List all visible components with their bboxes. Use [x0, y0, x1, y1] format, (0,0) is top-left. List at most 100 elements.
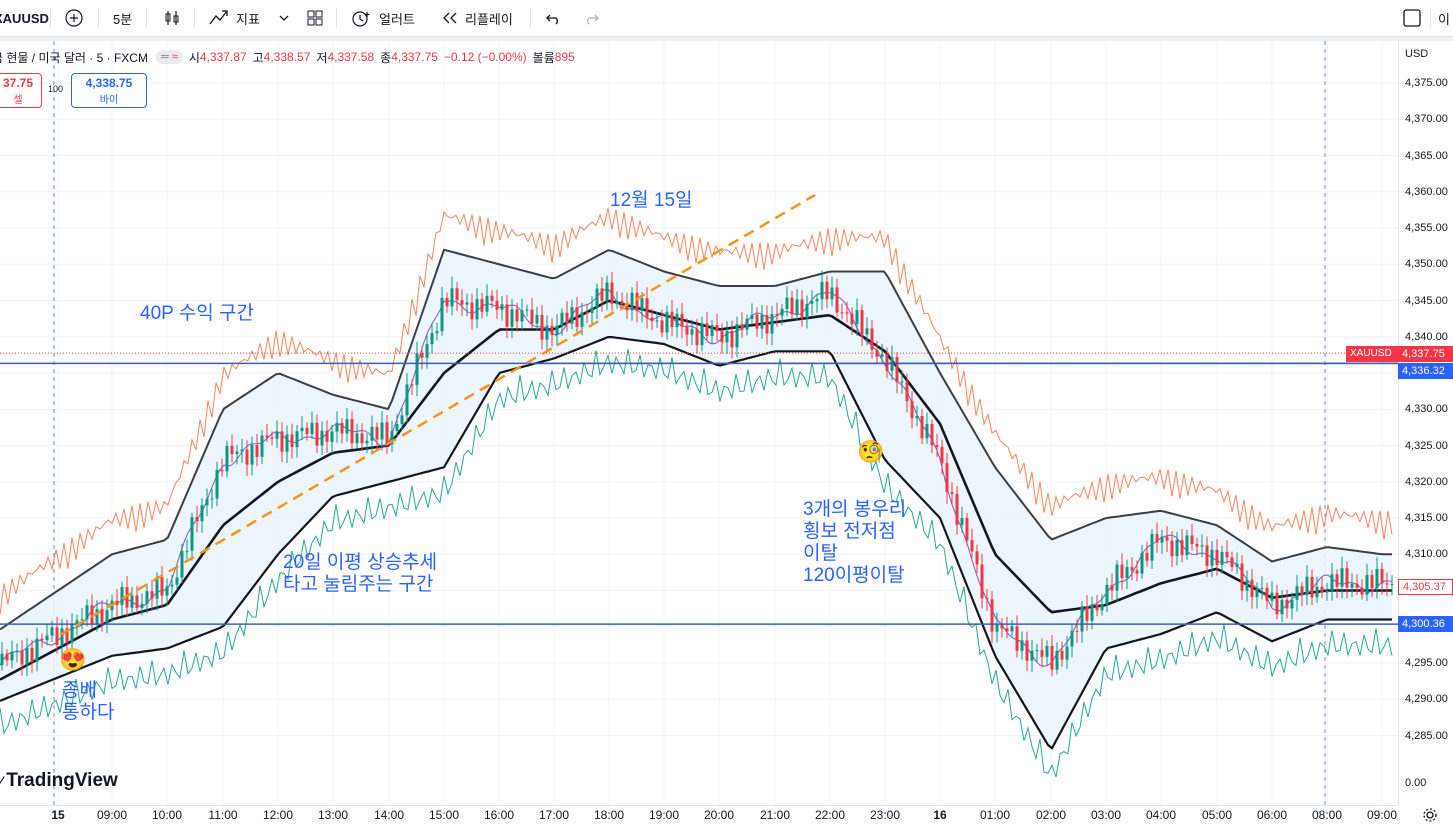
price-label: 4,310.00 [1405, 548, 1448, 561]
chart-type-button[interactable] [162, 0, 182, 36]
candle-body [980, 564, 984, 599]
redo-icon [587, 14, 599, 25]
candle-body [30, 647, 34, 662]
candle-body [610, 282, 614, 304]
candle-body [975, 551, 979, 565]
indicators-button[interactable]: 지표 [208, 0, 260, 36]
candle-body [300, 427, 304, 432]
candle-body [470, 302, 474, 320]
redo-button[interactable] [582, 0, 600, 36]
currency-label[interactable]: USD [1405, 48, 1429, 60]
candle-body [1025, 640, 1029, 661]
right-menu-label: 이 [1438, 11, 1450, 27]
candle-body [970, 540, 974, 552]
time-label: 05:00 [1201, 808, 1233, 822]
trend-annotation[interactable]: 20일 이평 상승추세 타고 눌림주는 구간 [283, 552, 438, 595]
buy-label: 바이 [99, 95, 119, 106]
candle-body [1150, 533, 1154, 561]
candle-body [180, 550, 184, 578]
candle-body [770, 313, 774, 334]
candle-body [200, 505, 204, 522]
time-label: 08:00 [1311, 808, 1343, 822]
candle-body [670, 311, 674, 328]
tradingview-logo[interactable]: ⁄ TradingView [0, 770, 118, 792]
candle-body [605, 282, 609, 301]
candle-body [930, 423, 934, 446]
candle-body [450, 288, 454, 307]
undo-button[interactable] [545, 0, 563, 36]
profit-zone-annotation[interactable]: 40P 수익 구간 [140, 303, 254, 324]
candle-body [1275, 592, 1279, 615]
candle-body [845, 312, 849, 314]
buy-button[interactable]: 4,338.75 바이 [71, 73, 147, 108]
candle-body [455, 288, 459, 301]
candle-body [235, 451, 239, 455]
candle-body [1035, 650, 1039, 652]
emoji-annotation[interactable]: 종배 통하다 [62, 680, 115, 723]
price-label: 4,330.00 [1405, 403, 1448, 416]
candle-body [260, 435, 264, 457]
candle-body [1090, 604, 1094, 621]
alert-button[interactable]: 얼러트 [350, 0, 415, 36]
candle-body [430, 333, 434, 345]
candle-body [725, 330, 729, 343]
candle-body [695, 329, 699, 346]
candle-body [460, 300, 464, 305]
candle-body [880, 354, 884, 357]
undo-icon [546, 14, 558, 25]
divider [98, 8, 99, 28]
right-menu-button[interactable]: 이 [1438, 0, 1450, 36]
rewind-icon [443, 12, 457, 24]
settings-button[interactable] [1422, 807, 1438, 828]
indicators-dropdown[interactable] [278, 0, 290, 36]
candle-body [1000, 623, 1004, 629]
monocle-emoji-icon[interactable]: 🧐 [857, 439, 885, 464]
price-label: 4,350.00 [1405, 258, 1448, 271]
layouts-button[interactable] [305, 0, 325, 36]
candle-body [815, 299, 819, 302]
chart-grid [0, 41, 1398, 805]
candle-body [120, 587, 124, 605]
replay-button[interactable]: 리플레이 [441, 0, 513, 36]
fullscreen-button[interactable] [1402, 0, 1422, 36]
time-axis[interactable] [0, 805, 1398, 825]
price-axis[interactable] [1398, 41, 1453, 805]
candle-body [65, 628, 69, 643]
legend-title[interactable]: 금 현물 / 미국 달러 · 5 · FXCM [0, 50, 148, 65]
candle-body [735, 323, 739, 348]
symbol-search[interactable]: XAUUSD [0, 0, 49, 36]
candle-body [955, 493, 959, 525]
candle-body [1290, 599, 1294, 609]
candle-body [195, 517, 199, 522]
candle-body [895, 357, 899, 383]
candle-body [1320, 586, 1324, 593]
legend-pill[interactable]: ═ ≈ [155, 50, 183, 64]
compare-symbol-button[interactable] [64, 0, 84, 36]
candle-body [420, 353, 424, 358]
breakdown-annotation[interactable]: 3개의 봉우리 횡보 전저점 이탈 120이평이탈 [803, 499, 907, 586]
candle-body [1345, 568, 1349, 588]
candle-body [1390, 584, 1394, 586]
interval-button[interactable]: 5분 [113, 0, 132, 36]
candle-body [1340, 568, 1344, 587]
candle-body [870, 328, 874, 350]
trend-line [59, 193, 816, 637]
heart-eyes-emoji-icon[interactable]: 😍 [59, 647, 87, 672]
candle-body [255, 445, 259, 457]
candle-body [1175, 540, 1179, 557]
candle-body [45, 635, 49, 641]
candle-body [270, 437, 274, 439]
time-label: 09:00 [96, 808, 128, 822]
candle-body [475, 299, 479, 320]
candle-body [600, 288, 604, 301]
time-label: 20:00 [703, 808, 735, 822]
candle-body [985, 598, 989, 600]
candle-body [1135, 570, 1139, 574]
sell-button[interactable]: 37.75 셀 [0, 73, 42, 108]
date-annotation[interactable]: 12월 15일 [610, 190, 693, 211]
volume-value: 895 [554, 50, 575, 64]
candle-body [80, 619, 84, 621]
candle-body [285, 434, 289, 452]
candle-body [410, 384, 414, 386]
